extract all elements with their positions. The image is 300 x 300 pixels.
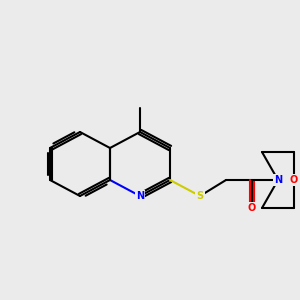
Text: S: S — [196, 191, 204, 201]
Text: N: N — [136, 191, 144, 201]
Text: O: O — [248, 203, 256, 213]
Text: N: N — [274, 175, 282, 185]
Text: O: O — [290, 175, 298, 185]
